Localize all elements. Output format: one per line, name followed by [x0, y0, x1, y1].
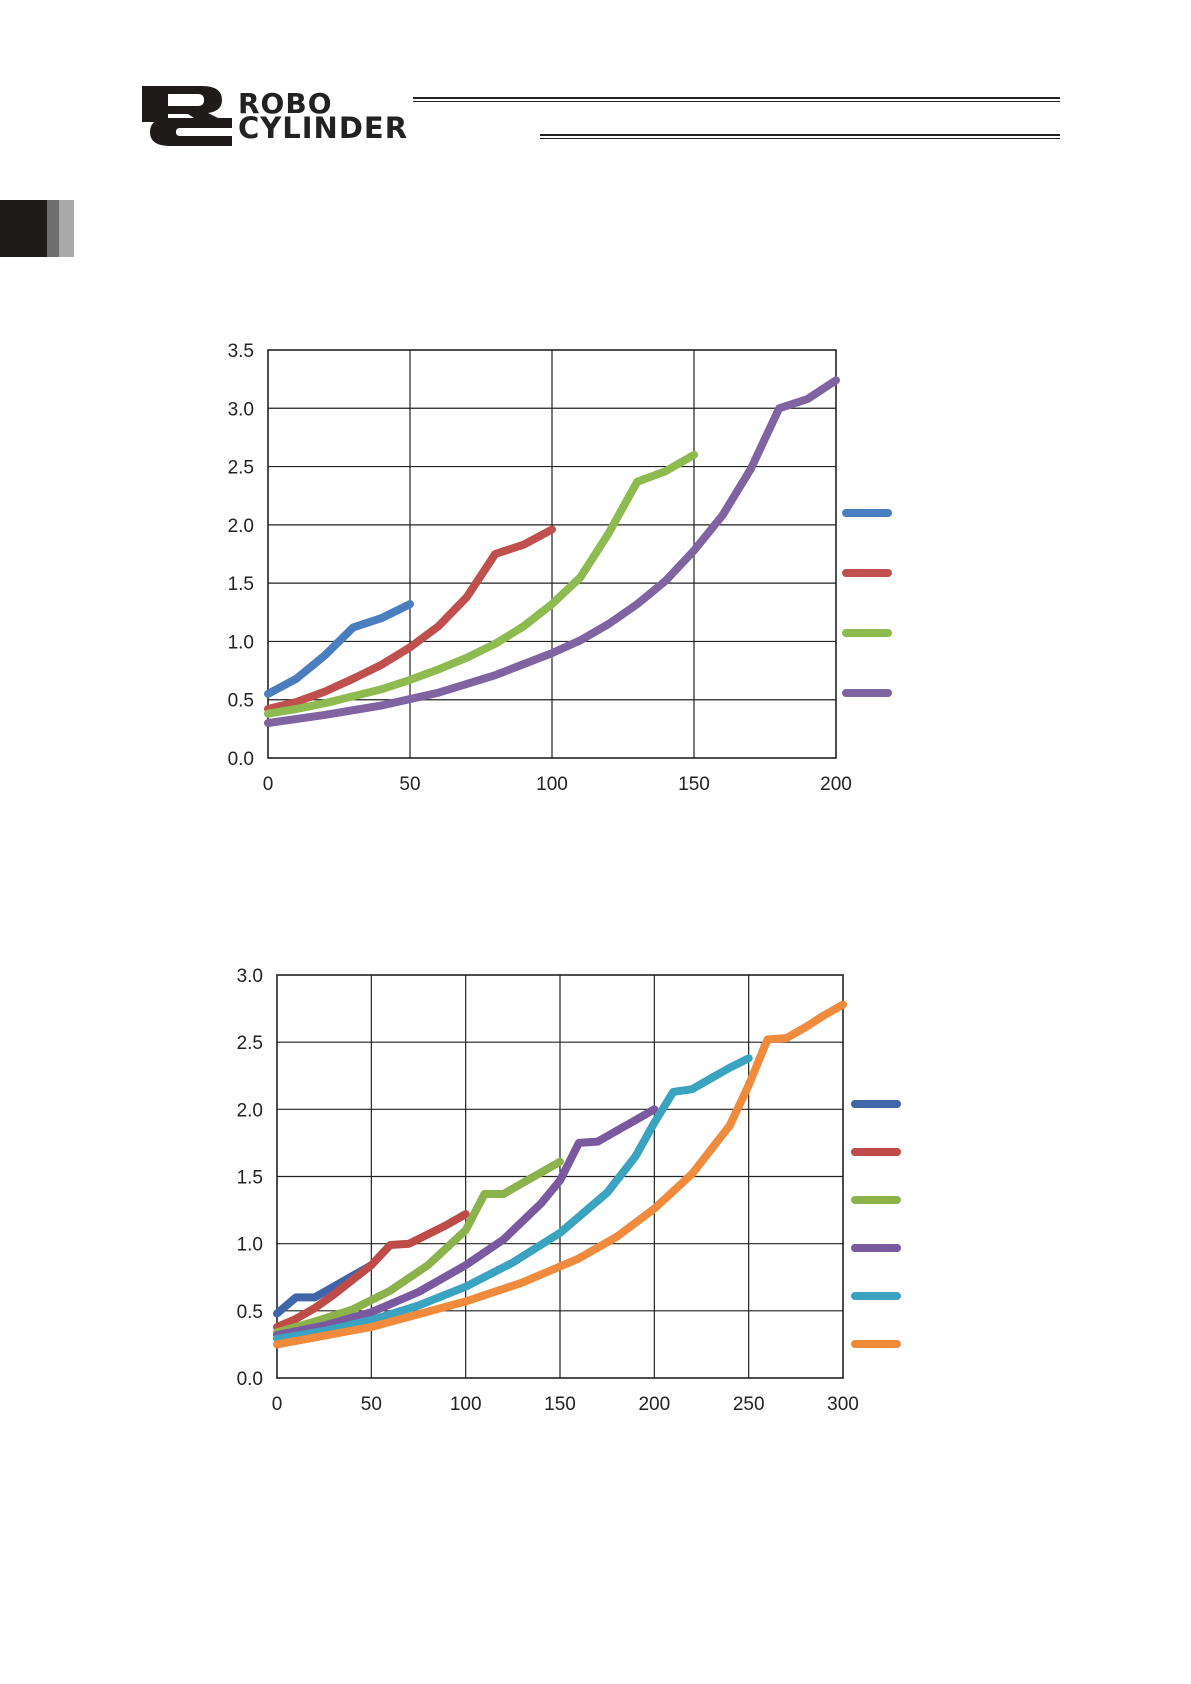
chapter-tab-shade-light: [59, 200, 74, 257]
x-tick-label: 50: [399, 774, 420, 795]
y-tick-label: 0.0: [228, 749, 254, 770]
series-line-3: [264, 450, 698, 718]
y-tick-label: 0.5: [237, 1302, 263, 1323]
header-rule-bottom: [540, 134, 1060, 139]
series-line-3: [273, 1157, 564, 1337]
x-tick-label: 150: [678, 774, 710, 795]
y-tick-label: 2.0: [228, 516, 254, 537]
series-line-6: [273, 1000, 847, 1349]
series-line-1: [264, 600, 414, 698]
brand-line-robo: ROBO: [238, 87, 333, 120]
series-line-4: [273, 1105, 659, 1339]
x-tick-label: 100: [450, 1394, 482, 1415]
y-tick-label: 0.0: [237, 1369, 263, 1390]
x-tick-label: 50: [361, 1394, 382, 1415]
page-header: ROBO CYLINDER: [0, 0, 1191, 280]
y-tick-label: 1.5: [228, 574, 254, 595]
y-tick-label: 1.5: [237, 1168, 263, 1189]
y-tick-label: 2.0: [237, 1100, 263, 1121]
series-line-2: [273, 1210, 470, 1331]
x-tick-label: 0: [263, 774, 274, 795]
x-tick-label: 250: [733, 1394, 765, 1415]
x-tick-label: 100: [536, 774, 568, 795]
header-rule-top: [413, 97, 1060, 102]
y-tick-label: 3.0: [237, 966, 263, 987]
chart-1: 0.0 0.5 1.0 1.5 2.0 2.5 3.0 3.5 0 50 100 150 200: [228, 341, 892, 795]
series-line-5: [273, 1054, 753, 1343]
y-tick-label: 1.0: [228, 632, 254, 653]
y-tick-label: 2.5: [228, 458, 254, 479]
y-tick-label: 2.5: [237, 1033, 263, 1054]
y-tick-label: 3.5: [228, 341, 254, 362]
y-tick-label: 3.0: [228, 399, 254, 420]
x-tick-label: 200: [820, 774, 852, 795]
x-tick-label: 300: [827, 1394, 859, 1415]
rc-logo-icon: [142, 86, 232, 146]
x-tick-label: 150: [544, 1394, 576, 1415]
series-line-4: [264, 376, 840, 727]
chapter-tab: [0, 200, 47, 257]
chart-2: 0.0 0.5 1.0 1.5 2.0 2.5 3.0 0 50 100 150 200 250 300: [237, 966, 901, 1415]
x-tick-label: 0: [272, 1394, 283, 1415]
y-tick-label: 0.5: [228, 691, 254, 712]
x-tick-label: 200: [638, 1394, 670, 1415]
series-line-2: [264, 525, 556, 713]
chapter-tab-shade: [47, 200, 59, 257]
brand-line-cylinder: CYLINDER: [238, 111, 409, 145]
y-tick-label: 1.0: [237, 1235, 263, 1256]
